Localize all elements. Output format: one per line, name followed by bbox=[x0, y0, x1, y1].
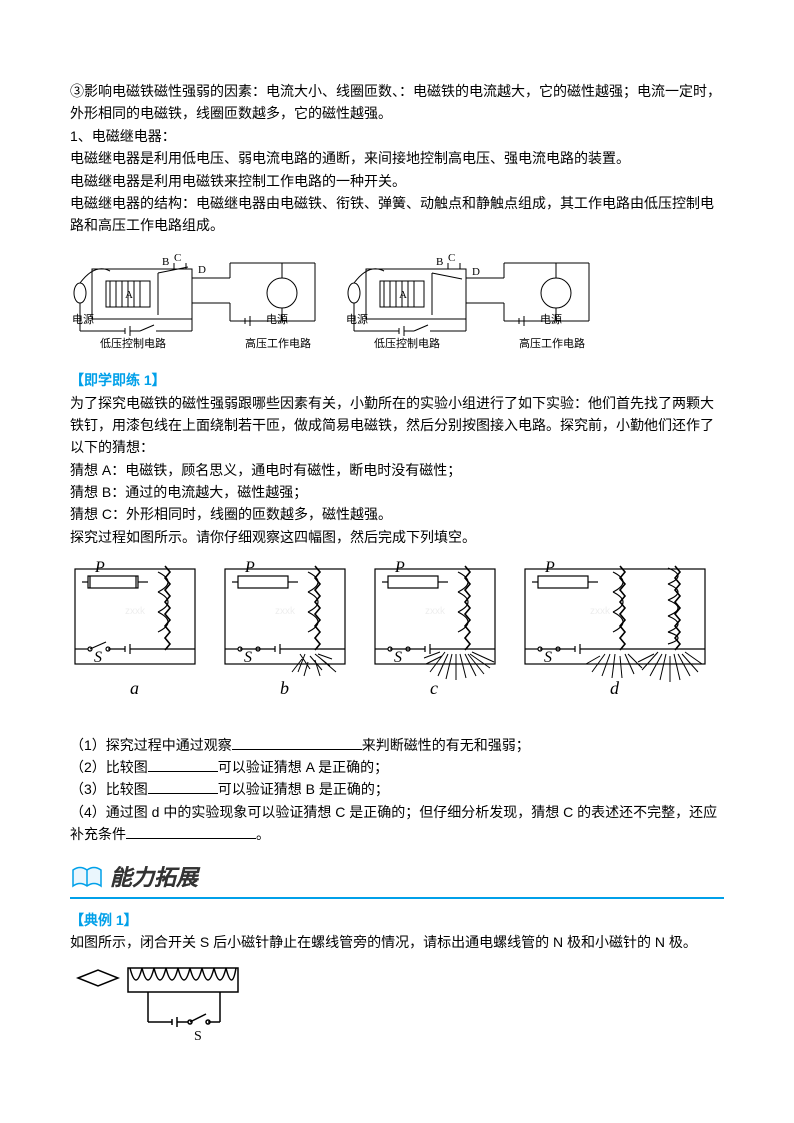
practice1-guess-b: 猜想 B：通过的电流越大，磁性越强； bbox=[70, 481, 724, 503]
ability-title: 能力拓展 bbox=[110, 860, 198, 895]
relay-svg-1: A B C D 电源 电源 低压控制电路 高压工作电路 bbox=[70, 243, 330, 353]
relay-figure-row: A B C D 电源 电源 低压控制电路 高压工作电路 bbox=[70, 243, 724, 359]
ability-banner: 能力拓展 bbox=[70, 860, 724, 899]
intro-heading-relay: 1、电磁继电器： bbox=[70, 125, 724, 147]
panel-c-label: c bbox=[430, 678, 438, 698]
relay2-label-power: 电源 bbox=[540, 312, 562, 326]
experiment-svg: P S a zxxk P S b zxxk P S c zx bbox=[70, 554, 710, 719]
panel-a-S: S bbox=[94, 649, 102, 666]
relay1-label-high: 高压工作电路 bbox=[245, 336, 311, 350]
relay2-label-C: C bbox=[448, 252, 455, 264]
practice1-guess-a: 猜想 A：电磁铁，顾名思义，通电时有磁性，断电时没有磁性； bbox=[70, 459, 724, 481]
practice1-p2: 探究过程如图所示。请你仔细观察这四幅图，然后完成下列填空。 bbox=[70, 526, 724, 548]
intro-relay-structure: 电磁继电器的结构：电磁继电器由电磁铁、衔铁、弹簧、动触点和静触点组成，其工作电路… bbox=[70, 192, 724, 237]
q2-b: 可以验证猜想 A 是正确的； bbox=[218, 759, 388, 775]
panel-b-label: b bbox=[280, 678, 289, 698]
experiment-figure: P S a zxxk P S b zxxk P S c zx bbox=[70, 554, 724, 725]
example1-heading: 【典例 1】 bbox=[70, 909, 724, 931]
relay2-label-A: A bbox=[399, 289, 407, 301]
panel-b-P: P bbox=[244, 559, 255, 576]
relay1-label-B: B bbox=[162, 256, 169, 268]
panel-a-label: a bbox=[130, 678, 139, 698]
question-2: （2）比较图 可以验证猜想 A 是正确的； bbox=[70, 756, 724, 778]
example1-p1: 如图所示，闭合开关 S 后小磁针静止在螺线管旁的情况，请标出通电螺线管的 N 极… bbox=[70, 931, 724, 953]
solenoid-S: S bbox=[194, 1029, 202, 1044]
relay1-label-D: D bbox=[198, 264, 206, 276]
relay1-label-power: 电源 bbox=[266, 312, 288, 326]
panel-d-label: d bbox=[610, 678, 620, 698]
intro-factors: ③影响电磁铁磁性强弱的因素：电流大小、线圈匝数、：电磁铁的电流越大，它的磁性越强… bbox=[70, 80, 724, 125]
relay1-label-low: 低压控制电路 bbox=[100, 336, 166, 350]
q2-a: （2）比较图 bbox=[70, 759, 148, 775]
relay2-label-low: 低压控制电路 bbox=[374, 336, 440, 350]
relay1-label-power2: 电源 bbox=[72, 312, 94, 326]
relay1-label-C: C bbox=[174, 252, 181, 264]
q1-blank[interactable] bbox=[232, 736, 362, 750]
panel-d-P: P bbox=[544, 559, 555, 576]
relay2-label-B: B bbox=[436, 256, 443, 268]
panel-b-wm: zxxk bbox=[275, 606, 296, 617]
panel-a-P: P bbox=[94, 559, 105, 576]
practice1-heading: 【即学即练 1】 bbox=[70, 369, 724, 391]
relay2-label-high: 高压工作电路 bbox=[519, 336, 585, 350]
practice1-p1: 为了探究电磁铁的磁性强弱跟哪些因素有关，小勤所在的实验小组进行了如下实验：他们首… bbox=[70, 392, 724, 459]
q4-blank[interactable] bbox=[126, 825, 256, 839]
question-1: （1）探究过程中通过观察 来判断磁性的有无和强弱； bbox=[70, 734, 724, 756]
q4-b: 。 bbox=[256, 826, 270, 842]
relay-diagram-2: A B C D 电源 电源 低压控制电路 高压工作电路 bbox=[344, 243, 604, 359]
relay1-label-A: A bbox=[125, 289, 133, 301]
solenoid-figure: S bbox=[70, 954, 724, 1054]
panel-d-S: S bbox=[544, 649, 552, 666]
panel-b-S: S bbox=[244, 649, 252, 666]
q3-a: （3）比较图 bbox=[70, 781, 148, 797]
panel-c-wm: zxxk bbox=[425, 606, 446, 617]
q3-blank[interactable] bbox=[148, 780, 218, 794]
relay2-label-power2: 电源 bbox=[346, 312, 368, 326]
panel-a-wm: zxxk bbox=[125, 606, 146, 617]
panel-c-P: P bbox=[394, 559, 405, 576]
q2-blank[interactable] bbox=[148, 758, 218, 772]
relay2-label-D: D bbox=[472, 266, 480, 278]
practice1-guess-c: 猜想 C：外形相同时，线圈的匝数越多，磁性越强。 bbox=[70, 503, 724, 525]
panel-c-S: S bbox=[394, 649, 402, 666]
question-4: （4）通过图 d 中的实验现象可以验证猜想 C 是正确的；但仔细分析发现，猜想 … bbox=[70, 801, 724, 846]
intro-relay-switch: 电磁继电器是利用电磁铁来控制工作电路的一种开关。 bbox=[70, 170, 724, 192]
q1-a: （1）探究过程中通过观察 bbox=[70, 737, 232, 753]
solenoid-svg: S bbox=[70, 958, 270, 1048]
book-icon bbox=[70, 862, 104, 892]
relay-svg-2: A B C D 电源 电源 低压控制电路 高压工作电路 bbox=[344, 243, 604, 353]
relay-diagram-1: A B C D 电源 电源 低压控制电路 高压工作电路 bbox=[70, 243, 330, 359]
q1-b: 来判断磁性的有无和强弱； bbox=[362, 737, 530, 753]
intro-relay-def: 电磁继电器是利用低电压、弱电流电路的通断，来间接地控制高电压、强电流电路的装置。 bbox=[70, 147, 724, 169]
panel-d-wm: zxxk bbox=[590, 606, 611, 617]
q3-b: 可以验证猜想 B 是正确的； bbox=[218, 781, 389, 797]
question-3: （3）比较图 可以验证猜想 B 是正确的； bbox=[70, 778, 724, 800]
